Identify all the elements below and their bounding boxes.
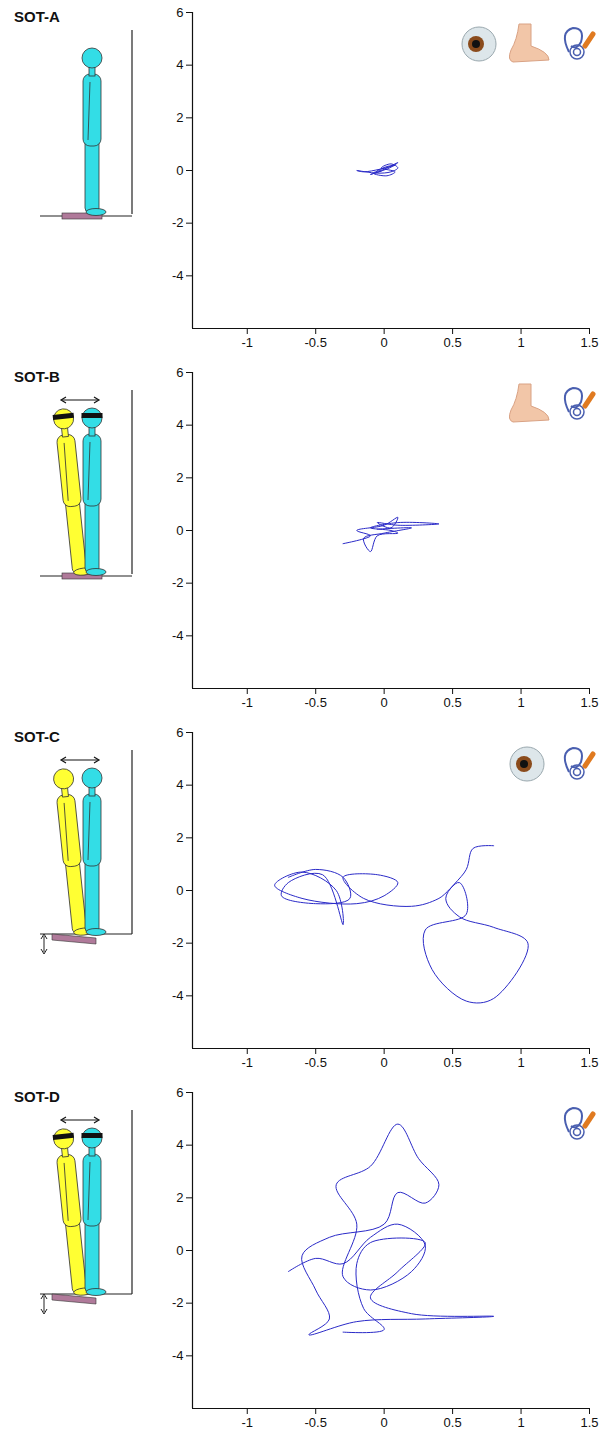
svg-text:-0.5: -0.5 [305, 695, 327, 710]
svg-text:-0.5: -0.5 [305, 1415, 327, 1430]
svg-text:4: 4 [176, 777, 183, 792]
svg-text:0.5: 0.5 [444, 1055, 462, 1070]
svg-text:1.5: 1.5 [580, 1055, 598, 1070]
svg-text:SOT-A: SOT-A [14, 8, 60, 25]
svg-text:-4: -4 [172, 268, 184, 283]
svg-text:0: 0 [381, 1415, 388, 1430]
svg-text:2: 2 [176, 110, 183, 125]
svg-text:1: 1 [517, 1055, 524, 1070]
svg-text:2: 2 [176, 1190, 183, 1205]
svg-text:1.5: 1.5 [580, 695, 598, 710]
svg-text:-0.5: -0.5 [305, 1055, 327, 1070]
svg-text:SOT-C: SOT-C [14, 728, 60, 745]
svg-text:0: 0 [176, 1243, 183, 1258]
svg-text:-4: -4 [172, 1348, 184, 1363]
svg-text:SOT-B: SOT-B [14, 368, 60, 385]
svg-text:0.5: 0.5 [444, 1415, 462, 1430]
svg-text:-1: -1 [241, 1415, 253, 1430]
svg-text:0: 0 [381, 695, 388, 710]
svg-text:1: 1 [517, 335, 524, 350]
svg-text:SOT-D: SOT-D [14, 1088, 60, 1105]
svg-text:1: 1 [517, 695, 524, 710]
svg-text:0: 0 [176, 523, 183, 538]
svg-text:-2: -2 [172, 935, 184, 950]
svg-text:-2: -2 [172, 575, 184, 590]
svg-text:4: 4 [176, 417, 183, 432]
svg-text:6: 6 [176, 725, 183, 740]
svg-text:0.5: 0.5 [444, 695, 462, 710]
svg-text:-1: -1 [241, 1055, 253, 1070]
svg-text:0: 0 [381, 1055, 388, 1070]
svg-text:0: 0 [176, 163, 183, 178]
svg-text:1: 1 [517, 1415, 524, 1430]
svg-text:-1: -1 [241, 335, 253, 350]
svg-text:0: 0 [176, 883, 183, 898]
svg-text:-4: -4 [172, 628, 184, 643]
svg-text:2: 2 [176, 470, 183, 485]
svg-text:2: 2 [176, 830, 183, 845]
svg-text:4: 4 [176, 1137, 183, 1152]
svg-text:1.5: 1.5 [580, 335, 598, 350]
svg-text:0: 0 [381, 335, 388, 350]
svg-text:-1: -1 [241, 695, 253, 710]
svg-text:-4: -4 [172, 988, 184, 1003]
svg-text:0.5: 0.5 [444, 335, 462, 350]
svg-text:-2: -2 [172, 1295, 184, 1310]
svg-text:4: 4 [176, 57, 183, 72]
svg-text:-2: -2 [172, 215, 184, 230]
svg-text:-0.5: -0.5 [305, 335, 327, 350]
svg-text:1.5: 1.5 [580, 1415, 598, 1430]
svg-text:6: 6 [176, 365, 183, 380]
svg-text:6: 6 [176, 5, 183, 20]
svg-text:6: 6 [176, 1085, 183, 1100]
